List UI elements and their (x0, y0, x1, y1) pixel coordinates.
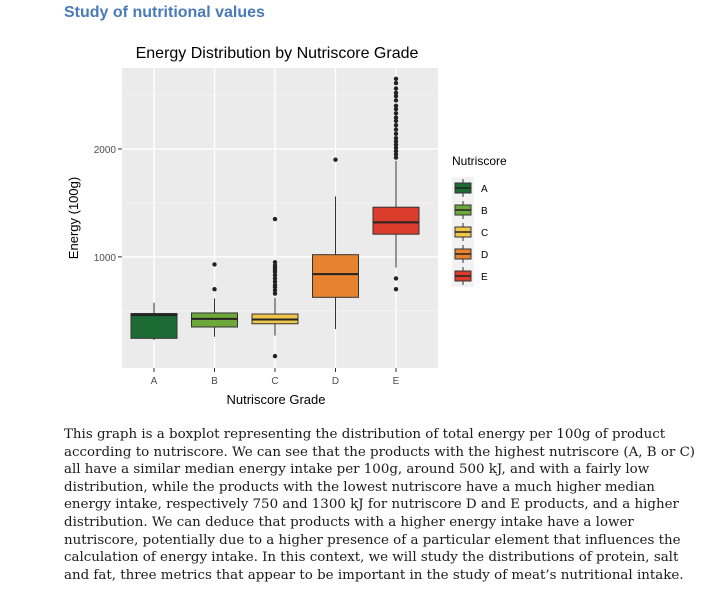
outlier-point (393, 122, 399, 128)
outlier-point (212, 287, 217, 292)
paragraph-line: calculation of energy intake. In this co… (64, 550, 679, 566)
outlier-point (393, 115, 399, 120)
outlier-point (393, 152, 399, 157)
outlier-point (393, 98, 399, 103)
legend-label: C (481, 228, 488, 239)
outlier-point (393, 86, 399, 91)
outlier-point (272, 272, 278, 278)
box-A (130, 302, 178, 340)
y-tick-label: 1000 (94, 253, 117, 264)
outlier-point (272, 282, 278, 288)
section-heading: Study of nutritional values (64, 4, 265, 21)
box-body (312, 254, 359, 298)
outlier-point (393, 90, 399, 96)
outlier-point (393, 118, 399, 124)
legend-item-B: B (452, 199, 488, 221)
x-tick-label: E (393, 376, 400, 387)
x-tick-label: D (332, 376, 339, 387)
paragraph-line: according to nutriscore. We can see that… (64, 444, 696, 460)
paragraph-line: energy intake, respectively 750 and 1300… (64, 497, 679, 513)
outlier-point (212, 262, 217, 267)
x-axis-label: Nutriscore Grade (227, 392, 326, 407)
box-E (372, 76, 420, 292)
x-tick-label: A (151, 376, 158, 387)
outlier-point (272, 276, 278, 281)
outlier-point (393, 111, 399, 116)
y-tick-label: 2000 (94, 145, 117, 156)
outlier-point (272, 260, 278, 265)
outlier-point (393, 93, 399, 99)
legend-label: E (481, 272, 488, 283)
legend-label: B (481, 206, 488, 217)
outlier-point (393, 131, 399, 137)
box-D (312, 157, 359, 330)
box-C (251, 216, 299, 359)
paragraph-line: all have a similar median energy intake … (64, 462, 650, 478)
chart-title: Energy Distribution by Nutriscore Grade (136, 45, 419, 62)
boxes (130, 76, 420, 359)
outlier-point (272, 291, 278, 296)
y-axis-label: Energy (100g) (66, 177, 81, 259)
paragraph-line: distribution, while the products with th… (64, 479, 655, 495)
outlier-point (393, 155, 399, 160)
outlier-point (393, 80, 399, 86)
outlier-point (393, 76, 399, 81)
outlier-point (393, 276, 399, 281)
outlier-point (393, 103, 399, 108)
legend-item-E: E (452, 265, 488, 287)
paragraph-line: and fat, three metrics that appear to be… (64, 567, 684, 583)
x-tick-label: C (271, 376, 278, 387)
outlier-point (393, 106, 399, 112)
legend-item-C: C (452, 221, 488, 243)
outlier-point (393, 142, 399, 147)
outlier-point (272, 353, 278, 359)
legend-title: Nutriscore (452, 154, 507, 168)
outlier-point (393, 145, 399, 151)
outlier-point (393, 127, 399, 132)
outlier-point (393, 135, 399, 141)
y-axis: 1000 2000 (94, 145, 122, 264)
outlier-point (393, 287, 399, 292)
outlier-point (272, 288, 278, 293)
x-axis: A B C D E (151, 368, 400, 387)
outlier-point (272, 216, 278, 222)
legend-item-D: D (452, 243, 488, 265)
legend-label: A (481, 184, 488, 195)
paragraph-line: distribution. We can deduce that product… (64, 514, 634, 530)
legend-item-A: A (452, 177, 488, 199)
x-tick-label: B (211, 376, 218, 387)
box-body (130, 313, 178, 339)
outlier-point (333, 157, 338, 162)
outlier-point (393, 139, 399, 144)
paragraph-line: nutriscore, potentially due to a higher … (64, 532, 681, 548)
legend-label: D (481, 250, 488, 261)
outlier-point (272, 279, 278, 284)
box-B (191, 262, 238, 337)
box-body (191, 312, 238, 328)
outlier-point (393, 148, 399, 154)
box-body (372, 206, 420, 235)
description-paragraph: This graph is a boxplot representing the… (64, 426, 696, 584)
outlier-point (272, 263, 278, 268)
paragraph-line: This graph is a boxplot representing the… (64, 427, 666, 442)
